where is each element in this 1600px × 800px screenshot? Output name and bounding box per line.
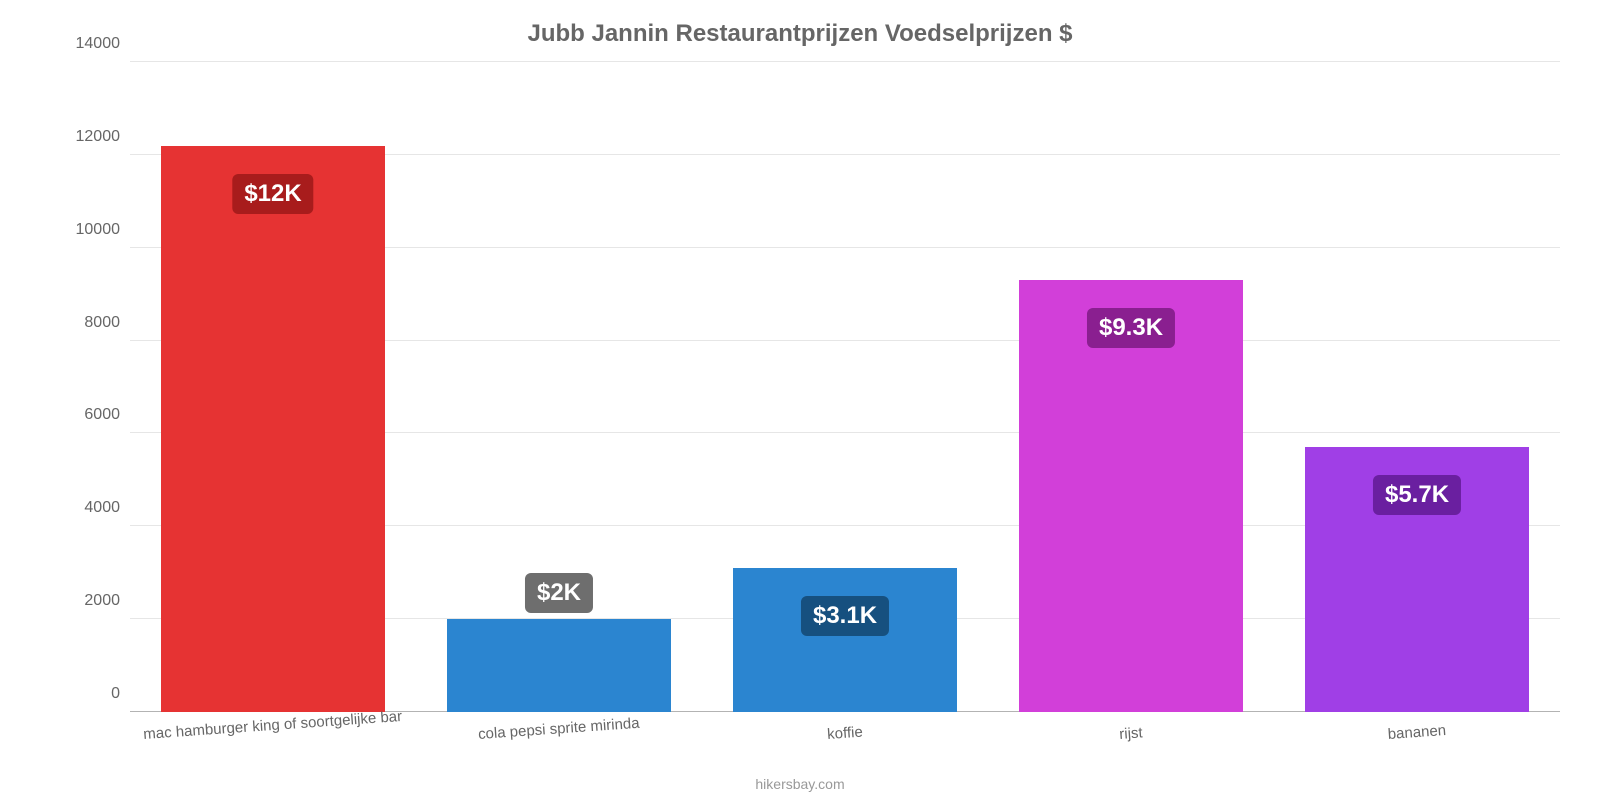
bar-value-label: $9.3K [1087,308,1175,348]
bar [447,619,670,712]
chart-title: Jubb Jannin Restaurantprijzen Voedselpri… [0,0,1600,48]
bar-value-label: $12K [232,174,313,214]
bar-value-label: $2K [525,573,593,613]
y-tick-label: 12000 [76,128,121,146]
y-tick-label: 10000 [76,221,121,239]
bar [161,146,384,712]
chart-footer: hikersbay.com [755,776,844,792]
y-tick-label: 6000 [84,406,120,424]
bar-value-label: $3.1K [801,596,889,636]
x-tick-label: koffie [827,724,864,743]
y-tick-label: 14000 [76,35,121,53]
chart-container: Jubb Jannin Restaurantprijzen Voedselpri… [0,0,1600,800]
y-tick-label: 2000 [84,592,120,610]
y-tick-label: 8000 [84,314,120,332]
x-tick-label: mac hamburger king of soortgelijke bar [143,708,403,743]
x-tick-label: bananen [1387,722,1446,743]
y-tick-label: 4000 [84,499,120,517]
y-tick-label: 0 [111,685,120,703]
plot-area: 02000400060008000100001200014000$12Kmac … [130,62,1560,712]
bar-value-label: $5.7K [1373,475,1461,515]
x-tick-label: cola pepsi sprite mirinda [478,715,641,743]
gridline [130,61,1560,62]
bar [733,568,956,712]
x-tick-label: rijst [1119,724,1143,743]
